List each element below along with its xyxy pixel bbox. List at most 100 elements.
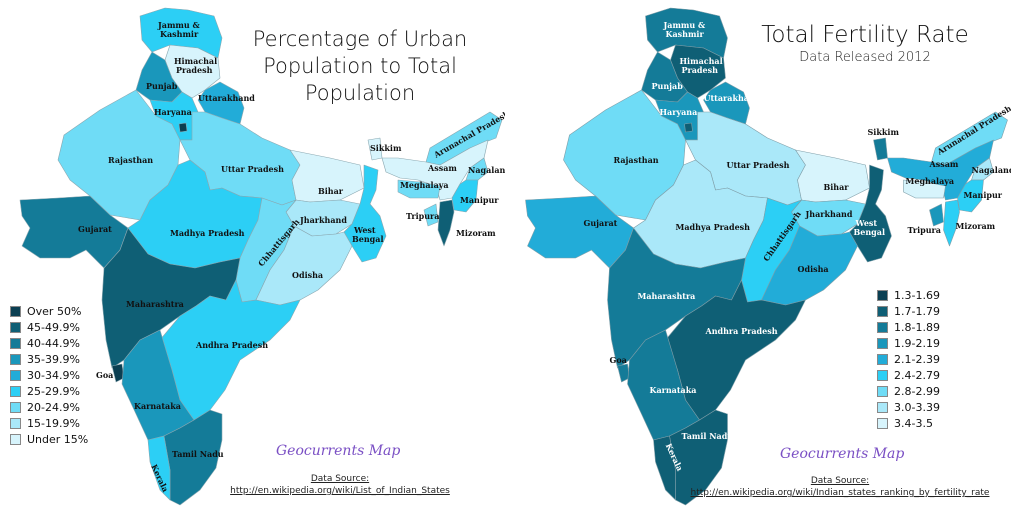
label-madhya-pradesh: Madhya Pradesh [676,222,751,232]
label-jammu-kashmir: Jammu & [157,20,201,30]
legend-label: 1.9-2.19 [894,336,940,350]
label-west-bengal: West [353,225,376,235]
state-west-bengal [849,164,892,263]
label-punjab: Punjab [146,81,178,91]
legend-item: 45-49.9% [10,319,88,335]
legend-swatch [10,305,21,317]
legend-item: 1.8-1.89 [877,319,940,335]
legend-item: 2.8-2.99 [877,383,940,399]
state-delhi [178,122,188,133]
fertility-map-data-source: Data Source: http://en.wikipedia.org/wik… [675,475,1005,499]
label-himachal-2: Pradesh [176,65,213,75]
label-odisha: Odisha [798,264,829,274]
label-andhra-pradesh: Andhra Pradesh [195,340,268,350]
legend-item: 20-24.9% [10,399,88,415]
label-jammu-kashmir-2: Kashmir [160,29,199,39]
fertility-map-credit: Geocurrents Map [780,446,905,462]
legend-label: 3.0-3.39 [894,400,940,414]
urban-title-line-3: Population [304,81,416,105]
label-maharashtra: Maharashtra [638,291,696,301]
urban-title-line-1: Percentage of Urban [252,27,468,51]
legend-label: 1.7-1.79 [894,304,940,318]
label-uttarakhand: Uttarakhand [704,93,761,103]
urban-map-title: Percentage of Urban Population to Total … [225,26,495,107]
legend-swatch [10,369,21,381]
state-assam [887,139,994,201]
label-bihar: Bihar [318,186,344,196]
legend-swatch [877,353,888,365]
state-nagaland [971,157,994,181]
label-nagaland: Nagaland [468,165,505,175]
state-manipur [451,179,479,213]
state-bihar [795,149,870,203]
state-tripura [423,203,439,227]
data-source-label: Data Source: [810,476,870,486]
legend-swatch [877,385,888,397]
urban-map-legend: Over 50% 45-49.9% 40-44.9% 35-39.9% 30-3… [10,303,88,447]
label-manipur: Manipur [460,195,499,205]
label-meghalaya: Meghalaya [906,176,955,186]
label-jharkhand: Jharkhand [299,215,347,225]
label-andhra-pradesh: Andhra Pradesh [705,326,778,336]
label-manipur: Manipur [964,190,1003,200]
state-assam [381,139,489,201]
legend-item: 3.0-3.39 [877,399,940,415]
label-tripura: Tripura [908,225,941,235]
legend-swatch [877,417,888,429]
legend-swatch [10,417,21,429]
legend-item: 3.4-3.5 [877,415,940,431]
label-sikkim: Sikkim [868,127,900,137]
legend-label: 2.4-2.79 [894,368,940,382]
legend-swatch [10,401,21,413]
label-haryana: Haryana [660,107,698,117]
fertility-map-subtitle: Data Released 2012 [799,50,931,65]
legend-label: 1.8-1.89 [894,320,940,334]
data-source-link[interactable]: http://en.wikipedia.org/wiki/List_of_Ind… [230,486,450,496]
label-gujarat: Gujarat [78,224,112,234]
label-uttarakhand: Uttarakhand [198,93,255,103]
data-source-link[interactable]: http://en.wikipedia.org/wiki/Indian_stat… [690,488,990,498]
label-assam: Assam [427,163,457,173]
label-haryana: Haryana [154,107,192,117]
legend-label: 45-49.9% [27,320,80,334]
legend-item: Under 15% [10,431,88,447]
legend-item: 30-34.9% [10,367,88,383]
legend-label: 2.8-2.99 [894,384,940,398]
fertility-rate-india-map: Jammu & Kashmir Himachal Pradesh Punjab … [525,7,1011,506]
legend-swatch [10,385,21,397]
legend-item: 35-39.9% [10,351,88,367]
state-gujarat [19,195,129,269]
legend-swatch [877,305,888,317]
legend-item: 1.7-1.79 [877,303,940,319]
label-uttar-pradesh: Uttar Pradesh [727,160,790,170]
label-west-bengal-2: Bengal [352,234,383,244]
fertility-map-legend: 1.3-1.69 1.7-1.79 1.8-1.89 1.9-2.19 2.1-… [877,287,940,431]
label-tripura: Tripura [406,211,439,221]
label-jammu-kashmir-2: Kashmir [666,29,705,39]
label-odisha: Odisha [292,270,323,280]
label-jharkhand: Jharkhand [805,209,853,219]
legend-item: 15-19.9% [10,415,88,431]
legend-label: 30-34.9% [27,368,80,382]
label-karnataka: Karnataka [134,401,181,411]
label-karnataka: Karnataka [650,385,697,395]
legend-swatch [10,433,21,445]
legend-item: 2.4-2.79 [877,367,940,383]
legend-swatch [877,321,888,333]
label-goa: Goa [96,370,113,380]
label-mizoram: Mizoram [956,221,996,231]
label-rajasthan: Rajasthan [614,155,659,165]
legend-label: 2.1-2.39 [894,352,940,366]
fertility-map-title: Total Fertility Rate [761,22,969,48]
label-tamil-nadu: Tamil Nadu [172,449,224,459]
legend-swatch [877,401,888,413]
label-uttar-pradesh: Uttar Pradesh [221,164,284,174]
urban-population-map-panel: Jammu & Kashmir Himachal Pradesh Punjab … [0,0,505,521]
legend-swatch [877,337,888,349]
label-tamil-nadu: Tamil Nadu [682,431,734,441]
label-punjab: Punjab [652,81,684,91]
label-himachal-2: Pradesh [682,65,719,75]
legend-item: 2.1-2.39 [877,351,940,367]
state-kerala [653,435,676,501]
legend-item: Over 50% [10,303,88,319]
